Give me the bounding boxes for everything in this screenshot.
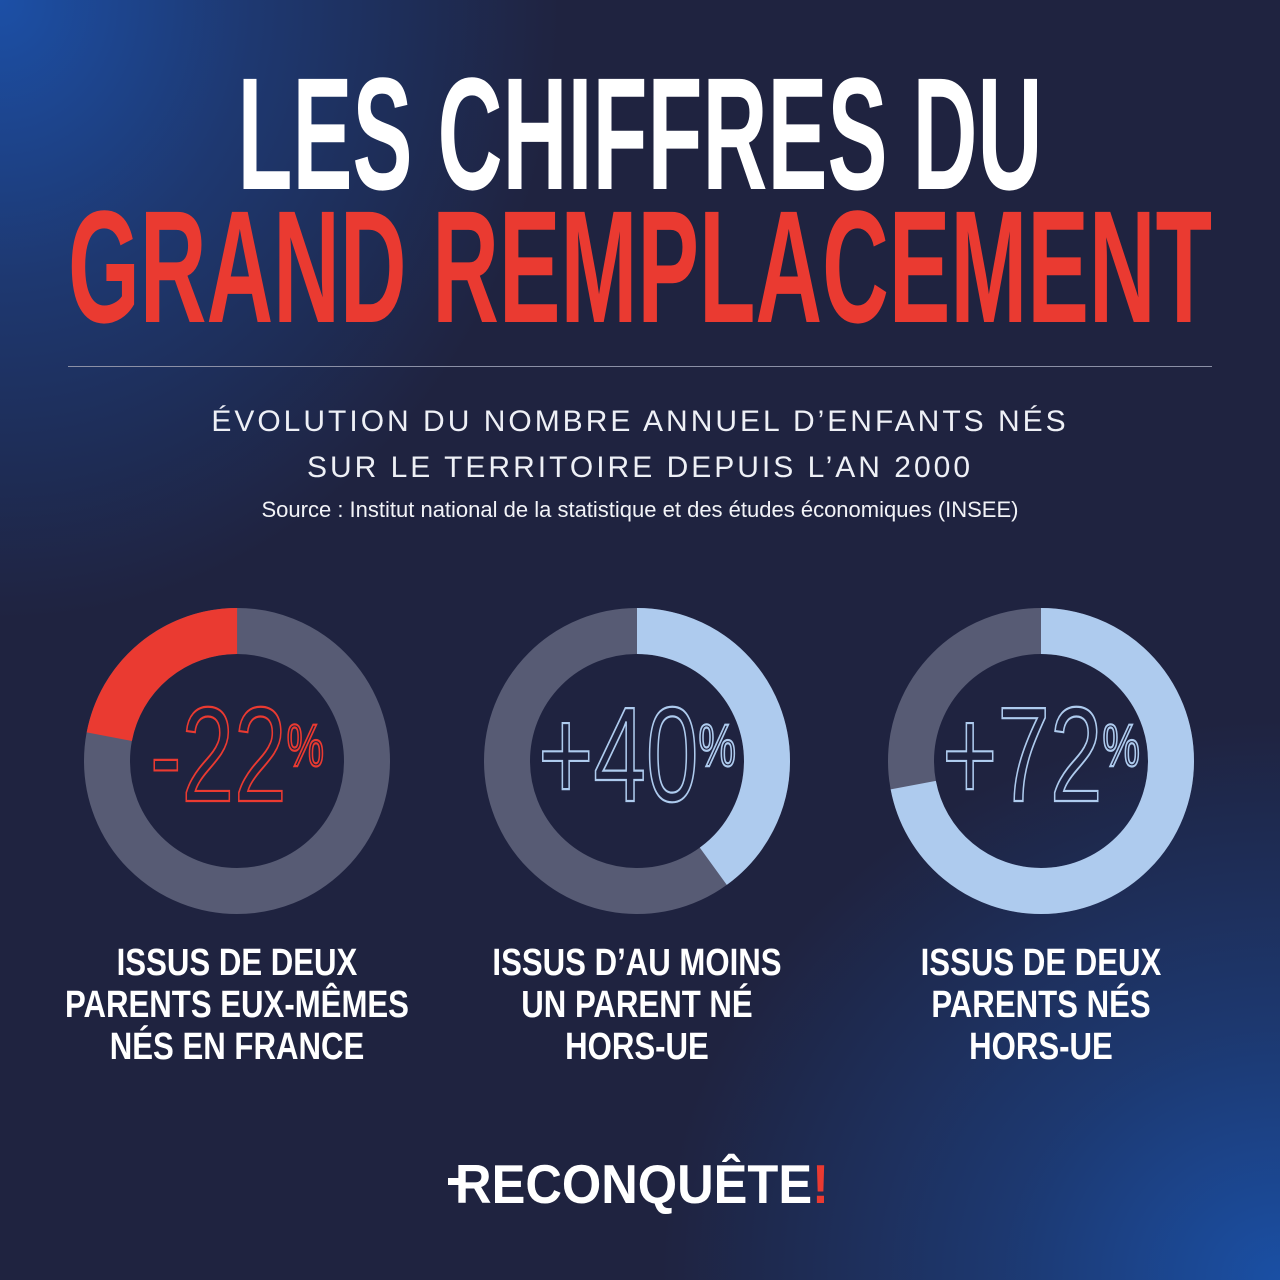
caption-line: ISSUS DE DEUX (920, 942, 1162, 984)
percent-value: +72% (942, 679, 1140, 830)
caption-line: HORS-UE (565, 1026, 709, 1068)
logo-wordmark: RECONQUÊTE (455, 1153, 813, 1215)
percent-value: +40% (538, 679, 736, 830)
caption-line: UN PARENT NÉ (521, 984, 753, 1026)
donut-chart-2: +40% (484, 608, 790, 914)
donut-chart-1: -22% (83, 608, 390, 914)
donut-chart-3: +72% (888, 608, 1194, 914)
percent-sign: % (1102, 712, 1139, 779)
donut-caption-3: ISSUS DE DEUX PARENTS NÉS HORS-UE (852, 942, 1229, 1068)
headline-line-1: LES CHIFFRES DU (238, 44, 1043, 223)
caption-line: NÉS EN FRANCE (109, 1026, 365, 1068)
logo-bar (448, 1178, 464, 1185)
percent-label-group: +72% (941, 678, 1140, 830)
headline-line-2: GRAND REMPLACEMENT (68, 177, 1212, 340)
donut-value-arc (888, 608, 1194, 914)
caption-line: PARENTS EUX-MÊMES (65, 984, 409, 1026)
percent-value: -22% (150, 679, 324, 830)
donut-caption-1: ISSUS DE DEUX PARENTS EUX-MÊMES NÉS EN F… (48, 942, 425, 1068)
caption-line: ISSUS D’AU MOINS (492, 942, 782, 984)
logo-exclamation-mark: ! (812, 1153, 829, 1215)
subtitle-line-2: SUR LE TERRITOIRE DEPUIS L’AN 2000 (306, 451, 974, 484)
subtitle: ÉVOLUTION DU NOMBRE ANNUEL D’ENFANTS NÉS… (0, 399, 1280, 491)
percent-sign: % (698, 712, 735, 779)
caption-line: ISSUS DE DEUX (116, 942, 358, 984)
divider (68, 366, 1212, 367)
percent-sign: % (287, 712, 324, 779)
percent-number: +72 (942, 679, 1102, 830)
reconquete-logo: RECONQUÊTE! (449, 1154, 835, 1214)
percent-label-group: +40% (537, 678, 736, 830)
donut-caption-2: ISSUS D’AU MOINS UN PARENT NÉ HORS-UE (448, 942, 825, 1068)
percent-label-group: -22% (149, 678, 325, 830)
caption-line: HORS-UE (969, 1026, 1113, 1068)
headline: LES CHIFFRES DU GRAND REMPLACEMENT (68, 44, 1212, 340)
source-note: Source : Institut national de la statist… (261, 497, 1019, 522)
percent-number: +40 (538, 679, 698, 830)
percent-number: -22 (150, 679, 287, 830)
caption-line: PARENTS NÉS (931, 984, 1151, 1026)
subtitle-line-1: ÉVOLUTION DU NOMBRE ANNUEL D’ENFANTS NÉS (211, 405, 1069, 438)
donut-value-arc (484, 608, 790, 914)
